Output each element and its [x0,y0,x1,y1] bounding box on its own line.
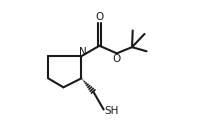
Text: O: O [95,12,104,22]
Text: SH: SH [104,106,119,116]
Text: N: N [79,47,87,57]
Text: O: O [113,54,121,64]
